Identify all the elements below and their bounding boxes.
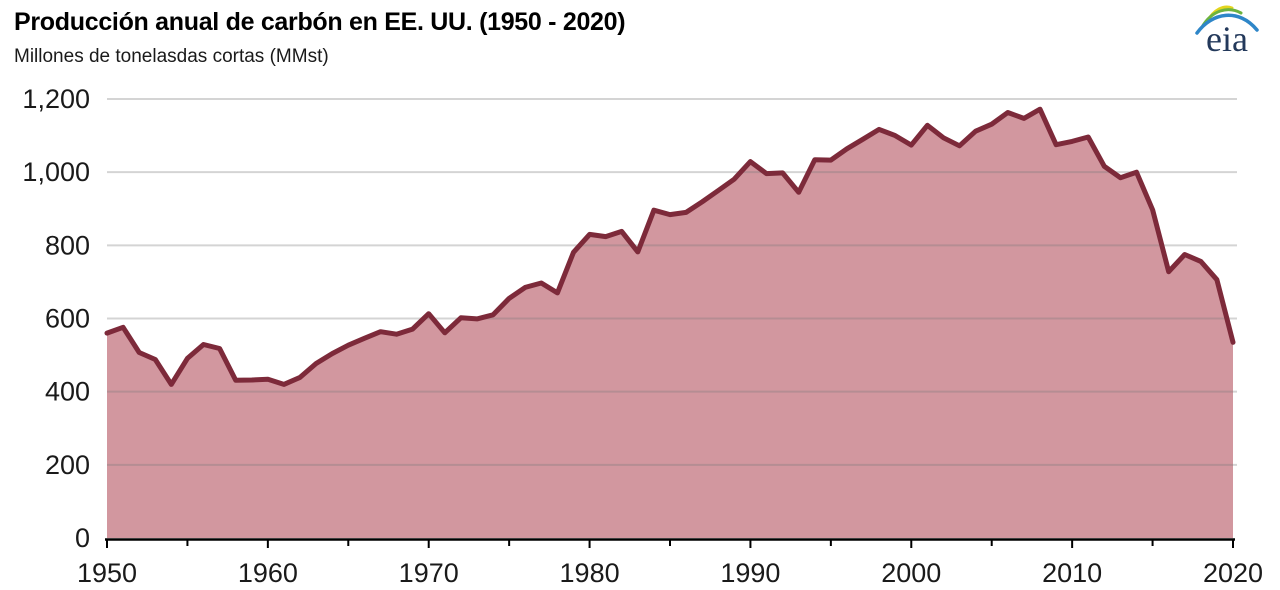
x-tick-label: 2000 [881, 558, 941, 588]
y-tick-label: 1,000 [22, 157, 90, 187]
series-line [104, 106, 1236, 387]
eia-logo-text: eia [1206, 19, 1248, 58]
chart-title: Producción anual de carbón en EE. UU. (1… [14, 8, 626, 36]
eia-logo: eia [1195, 5, 1259, 58]
x-tick-label: 1980 [560, 558, 620, 588]
y-tick-label: 400 [45, 377, 90, 407]
x-tick-label: 1950 [77, 558, 137, 588]
area-fill [107, 109, 1233, 538]
y-tick-label: 600 [45, 304, 90, 334]
x-tick-label: 2020 [1203, 558, 1263, 588]
eia-swoosh-blue-icon [1195, 13, 1259, 35]
y-tick-label: 800 [45, 230, 90, 260]
y-tick-label: 0 [75, 523, 90, 553]
chart-subtitle: Millones de tonelasdas cortas (MMst) [14, 46, 329, 67]
y-tick-label: 1,200 [22, 84, 90, 114]
eia-logo-swooshes [1195, 5, 1259, 35]
x-tick-label: 1960 [238, 558, 298, 588]
x-tick-label: 2010 [1042, 558, 1102, 588]
y-tick-label: 200 [45, 450, 90, 480]
x-tick-label: 1990 [720, 558, 780, 588]
x-tick-label: 1970 [399, 558, 459, 588]
